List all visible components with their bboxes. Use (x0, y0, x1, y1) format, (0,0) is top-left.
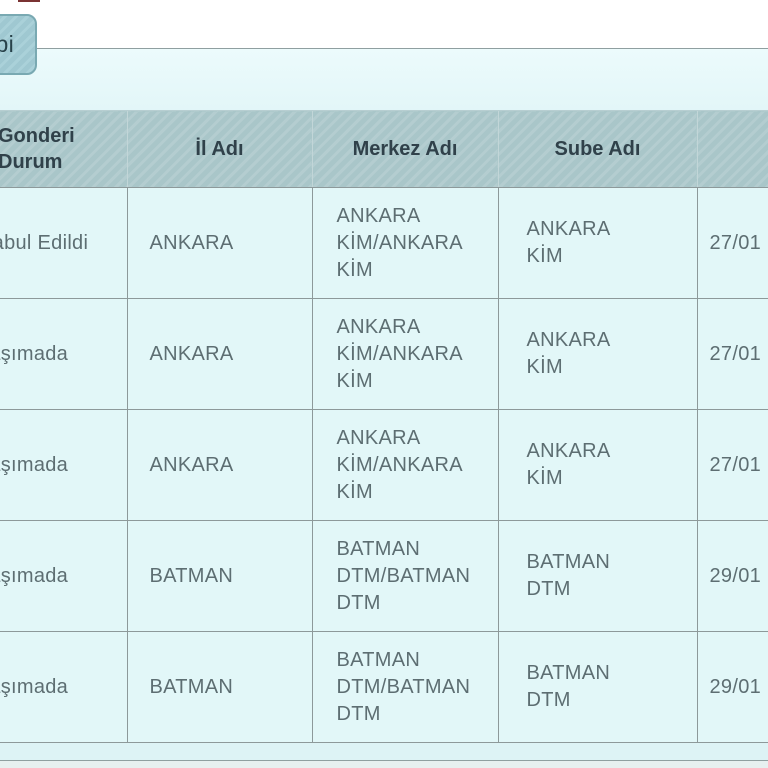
results-table: Gonderi Durum İl Adı Merkez Adı Sube Adı… (0, 110, 768, 743)
cell-il-adi: BATMAN (126, 520, 313, 632)
table-row: Taşımada BATMAN BATMAN DTM/BATMAN DTM BA… (0, 631, 768, 743)
header-gonderi-durum: Gonderi Durum (0, 110, 127, 188)
active-tab[interactable]: bi (0, 14, 37, 75)
cell-islem-tarihi: 27/01 (696, 409, 768, 521)
cell-text: BATMAN DTM (526, 551, 611, 600)
cell-text: ANKARA KİM/ANKARA KİM (336, 315, 463, 392)
table-row: Kabul Edildi ANKARA ANKARA KİM/ANKARA Kİ… (0, 187, 768, 299)
cell-gonderi-durum: Taşımada (0, 631, 128, 743)
table-row: Taşımada ANKARA ANKARA KİM/ANKARA KİM AN… (0, 409, 768, 521)
cell-text: ANKARA KİM/ANKARA KİM (336, 204, 463, 281)
results-table-container: Gonderi Durum İl Adı Merkez Adı Sube Adı… (0, 110, 768, 743)
cell-il-adi: ANKARA (126, 409, 313, 521)
cell-sube-adi: ANKARA KİM (497, 187, 698, 299)
top-edge-fragment (18, 0, 40, 2)
cell-gonderi-durum: Taşımada (0, 520, 128, 632)
cell-merkez-adi: ANKARA KİM/ANKARA KİM (311, 187, 499, 299)
cell-il-adi: ANKARA (126, 298, 313, 410)
cell-text: BATMAN DTM/BATMAN DTM (336, 648, 471, 725)
cell-islem-tarihi: 29/01 (696, 631, 768, 743)
cell-sube-adi: BATMAN DTM (497, 631, 698, 743)
cell-gonderi-durum: Taşımada (0, 298, 128, 410)
cell-sube-adi: ANKARA KİM (497, 298, 698, 410)
cell-il-adi: BATMAN (126, 631, 313, 743)
page-bottom-strip (0, 761, 768, 768)
cell-text: ANKARA KİM/ANKARA KİM (336, 426, 463, 503)
cell-gonderi-durum: Taşımada (0, 409, 128, 521)
cell-text: BATMAN DTM/BATMAN DTM (336, 537, 471, 614)
table-header-row: Gonderi Durum İl Adı Merkez Adı Sube Adı… (0, 110, 768, 188)
header-merkez-adi: Merkez Adı (311, 110, 498, 188)
cell-islem-tarihi: 27/01 (696, 298, 768, 410)
cell-text: BATMAN DTM (526, 662, 611, 711)
cell-islem-tarihi: 29/01 (696, 520, 768, 632)
cell-il-adi: ANKARA (126, 187, 313, 299)
cell-gonderi-durum: Kabul Edildi (0, 187, 128, 299)
cell-merkez-adi: ANKARA KİM/ANKARA KİM (311, 298, 499, 410)
cell-text: ANKARA KİM (526, 440, 611, 489)
header-sube-adi: Sube Adı (497, 110, 697, 188)
cell-sube-adi: ANKARA KİM (497, 409, 698, 521)
table-row: Taşımada ANKARA ANKARA KİM/ANKARA KİM AN… (0, 298, 768, 410)
header-il-adi: İl Adı (126, 110, 312, 188)
cell-merkez-adi: BATMAN DTM/BATMAN DTM (311, 520, 499, 632)
header-islem: İşlem (696, 110, 768, 188)
cell-islem-tarihi: 27/01 (696, 187, 768, 299)
cell-sube-adi: BATMAN DTM (497, 520, 698, 632)
cell-text: ANKARA KİM (526, 329, 611, 378)
table-row: Taşımada BATMAN BATMAN DTM/BATMAN DTM BA… (0, 520, 768, 632)
cell-merkez-adi: BATMAN DTM/BATMAN DTM (311, 631, 499, 743)
cell-text: ANKARA KİM (526, 218, 611, 267)
active-tab-label: bi (0, 31, 14, 57)
cell-merkez-adi: ANKARA KİM/ANKARA KİM (311, 409, 499, 521)
